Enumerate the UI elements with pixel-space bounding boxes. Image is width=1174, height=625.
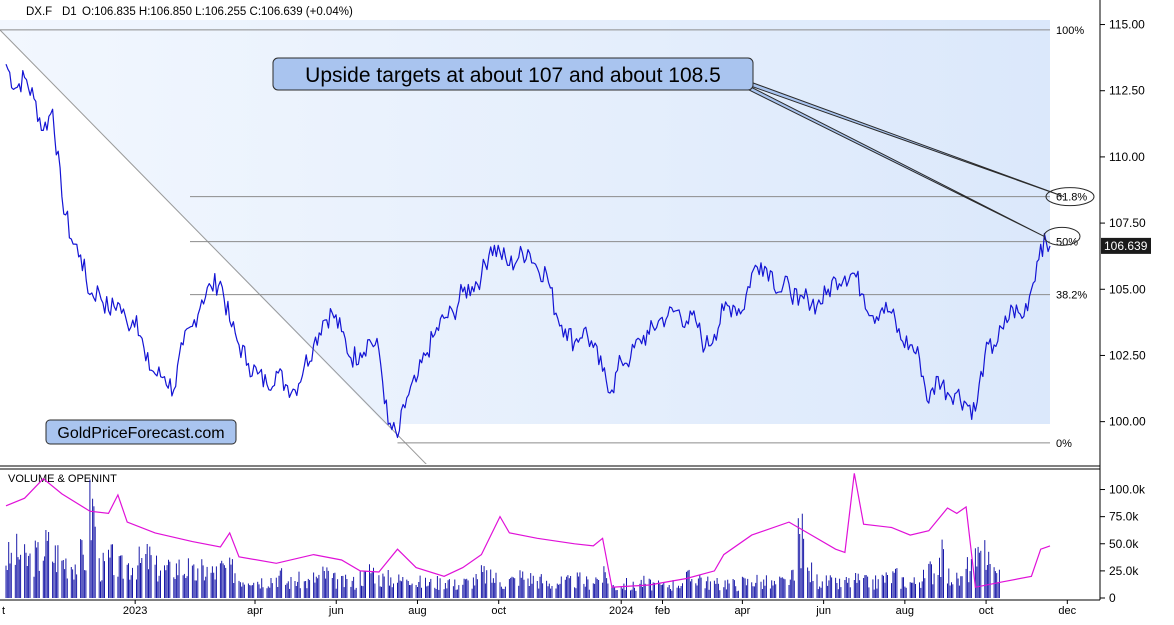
target-marker-0 (1045, 187, 1095, 207)
volume-tick-label: 75.0k (1109, 510, 1139, 524)
volume-tick-label: 50.0k (1109, 537, 1139, 551)
price-axis[interactable]: 115.00 112.50 110.00 107.50 105.00 102.50 100.… (1100, 18, 1146, 429)
price-series (5, 63, 1051, 439)
fib-label-38-2pct: 38.2% (1056, 290, 1087, 302)
volume-bars (5, 479, 1000, 598)
annotation-callout[interactable]: Upside targets at about 107 and about 10… (272, 57, 754, 91)
time-tick-label: jun (815, 605, 831, 617)
time-tick-label: oct (979, 605, 994, 617)
fib-label-61-8pct: 61.8% (1056, 192, 1087, 204)
fib-level-labels: 100%61.8%50%38.2%0% (1056, 25, 1087, 450)
timeframe-label: D1 (62, 6, 77, 18)
annotation-text: Upside targets at about 107 and about 10… (305, 64, 721, 87)
time-tick-label: 2024 (609, 605, 633, 617)
time-tick-label: feb (655, 605, 670, 617)
ohlc-readout: O:106.835 H:106.850 L:106.255 C:106.639 … (82, 6, 353, 18)
watermark-box (45, 419, 237, 445)
fib-fill (0, 20, 1050, 424)
time-tick-label: oct (491, 605, 506, 617)
annotation-box (272, 57, 754, 91)
fib-level-lines (0, 29, 1050, 444)
fib-retracement[interactable] (0, 20, 1050, 470)
time-tick-label: 2023 (123, 605, 147, 617)
last-price-tag: 106.639 (1101, 237, 1151, 254)
symbol-label: DX.F (26, 6, 52, 18)
time-axis[interactable]: 2023 apr jun aug oct 2024 feb apr jun aug oct dec (123, 600, 1077, 617)
openint-line (5, 473, 1051, 588)
last-price-value: 106.639 (1104, 239, 1148, 253)
price-tick-label: 102.50 (1109, 348, 1146, 362)
watermark-badge[interactable]: GoldPriceForecast.com (45, 419, 237, 445)
time-tick-label: dec (1058, 605, 1076, 617)
price-tick-label: 110.00 (1109, 150, 1145, 164)
volume-axis[interactable]: 100.0k 75.0k 50.0k 25.0k 0 (1100, 483, 1146, 605)
volume-tick-label: 100.0k (1109, 483, 1146, 497)
volume-tick-label: 0 (1109, 591, 1116, 605)
price-tick-label: 100.00 (1109, 415, 1146, 429)
time-tick-label: aug (408, 605, 426, 617)
price-tick-label: 105.00 (1109, 282, 1146, 296)
price-tick-label: 112.50 (1109, 84, 1145, 98)
watermark-text: GoldPriceForecast.com (57, 425, 224, 442)
last-price-background (1101, 237, 1151, 254)
volume-panel-title: VOLUME & OPENINT (8, 473, 117, 485)
time-axis-cutoff-label: t (2, 605, 5, 617)
time-tick-label: aug (896, 605, 914, 617)
price-tick-label: 115.00 (1109, 18, 1145, 32)
fib-trend-line[interactable] (0, 29, 430, 468)
price-line (5, 63, 1051, 439)
time-tick-label: apr (734, 605, 750, 617)
target-marker-1 (1043, 226, 1081, 246)
price-tick-label: 107.50 (1109, 216, 1146, 230)
fib-label-0pct: 0% (1056, 438, 1072, 450)
time-tick-label: jun (328, 605, 344, 617)
volume-tick-label: 25.0k (1109, 564, 1139, 578)
time-tick-label: apr (247, 605, 263, 617)
fib-label-100pct: 100% (1056, 25, 1084, 37)
openint-series (5, 473, 1051, 588)
